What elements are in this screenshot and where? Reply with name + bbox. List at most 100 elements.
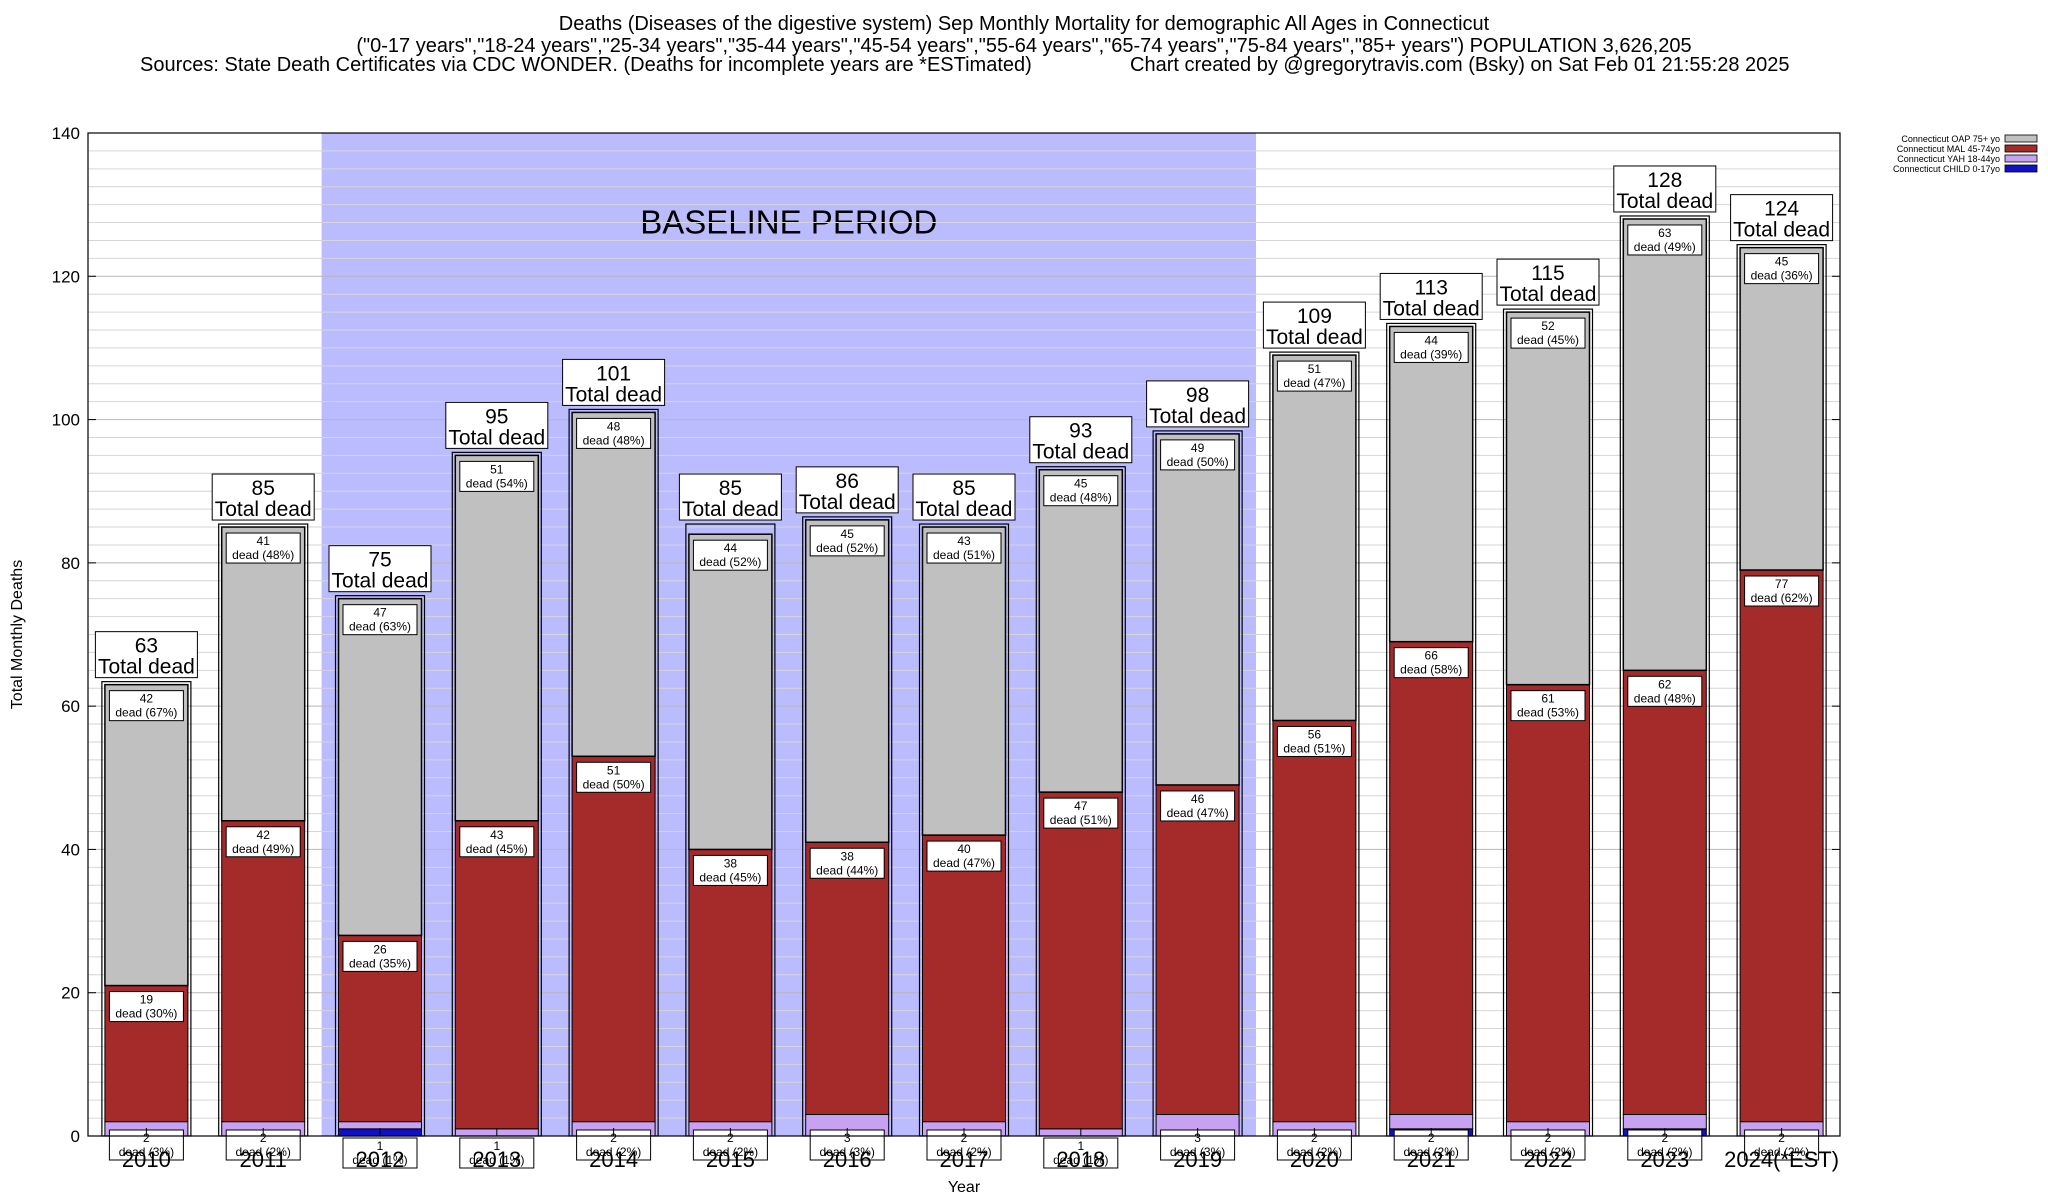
bar-segment <box>337 597 423 937</box>
yah-label-percent: dead (1%) <box>352 1153 407 1167</box>
yah-label-value: 1 <box>493 1139 500 1153</box>
oap-label-percent: dead (52%) <box>816 541 878 555</box>
bar-segment <box>921 526 1007 836</box>
yah-label-box <box>1393 1129 1469 1161</box>
yah-label-value: 2 <box>1661 1131 1668 1145</box>
oap-label-value: 44 <box>1425 333 1439 347</box>
oap-label-box <box>459 460 535 492</box>
oap-label-value: 45 <box>1074 477 1088 491</box>
yah-label-box <box>459 1137 535 1169</box>
bar-segment <box>1038 468 1124 793</box>
oap-label-value: 63 <box>1658 226 1672 240</box>
baseline-label: BASELINE PERIOD <box>640 203 937 240</box>
bar-segment <box>1505 311 1591 686</box>
legend-swatch <box>2004 164 2038 173</box>
x-tick-label: 2014 <box>589 1147 638 1172</box>
yah-label-percent: dead (2%) <box>236 1145 291 1159</box>
x-tick-label: 2015 <box>706 1147 755 1172</box>
mal-label-value: 61 <box>1541 692 1555 706</box>
total-label-box <box>211 473 315 521</box>
x-tick-label: 2021 <box>1407 1147 1456 1172</box>
mal-label-percent: dead (51%) <box>1283 741 1345 755</box>
mal-label-value: 43 <box>490 828 504 842</box>
mal-label-percent: dead (48%) <box>1634 691 1696 705</box>
oap-label-percent: dead (67%) <box>115 706 177 720</box>
x-tick-label: 2020 <box>1290 1147 1339 1172</box>
bar-segment <box>338 1121 422 1130</box>
yah-label-value: 1 <box>1077 1139 1084 1153</box>
total-label-value: 63 <box>135 635 158 658</box>
yah-label-percent: dead (3%) <box>119 1145 174 1159</box>
yah-label-percent: dead (3%) <box>1170 1145 1225 1159</box>
bar-segment <box>1389 1114 1474 1130</box>
oap-label-percent: dead (45%) <box>1517 333 1579 347</box>
total-label-value: 113 <box>1414 276 1447 299</box>
oap-label-percent: dead (48%) <box>232 548 294 562</box>
mal-label-box <box>1510 690 1586 722</box>
mal-label-value: 26 <box>373 942 387 956</box>
x-tick-label: 2018 <box>1056 1147 1105 1172</box>
total-label-box <box>678 473 782 521</box>
total-label-value: 95 <box>485 405 508 428</box>
oap-label-percent: dead (36%) <box>1751 269 1813 283</box>
mal-label-box <box>225 826 301 858</box>
oap-label-box <box>692 539 768 571</box>
mal-label-value: 56 <box>1308 727 1322 741</box>
bar-segment <box>1388 325 1474 643</box>
total-label-value: 85 <box>252 477 275 500</box>
total-label-value: 75 <box>368 549 391 572</box>
oap-label-box <box>1043 475 1119 507</box>
x-tick-label: 2017 <box>940 1147 989 1172</box>
mal-label-value: 77 <box>1775 577 1789 591</box>
yah-label-percent: dead (2%) <box>1754 1145 1809 1159</box>
bar-segment <box>1622 669 1707 1116</box>
total-label-box <box>912 473 1016 521</box>
oap-label-value: 51 <box>490 462 504 476</box>
total-label-value: 98 <box>1186 384 1209 407</box>
bar-segment <box>688 533 773 851</box>
mal-label-percent: dead (44%) <box>816 863 878 877</box>
yah-label-percent: dead (2%) <box>1404 1145 1459 1159</box>
total-label-text: Total dead <box>916 498 1013 521</box>
total-label-text: Total dead <box>565 383 662 406</box>
oap-label-box <box>1510 317 1586 349</box>
mal-label-percent: dead (50%) <box>583 777 645 791</box>
yah-label-value: 2 <box>961 1131 968 1145</box>
oap-label-box <box>1744 253 1820 285</box>
mal-label-value: 42 <box>257 828 271 842</box>
mal-label-box <box>108 991 184 1023</box>
legend-swatch <box>2004 154 2038 163</box>
oap-label-percent: dead (48%) <box>1050 491 1112 505</box>
total-label-box <box>1496 258 1600 306</box>
total-label-value: 109 <box>1297 305 1332 328</box>
oap-label-value: 41 <box>257 534 271 548</box>
bar-segment <box>104 683 189 987</box>
yah-label-value: 2 <box>1778 1131 1785 1145</box>
total-label-box <box>1146 380 1250 428</box>
total-label-box <box>1262 301 1366 349</box>
yah-label-percent: dead (1%) <box>1053 1153 1108 1167</box>
yah-label-value: 2 <box>727 1131 734 1145</box>
mal-label-value: 38 <box>724 856 738 870</box>
yah-label-percent: dead (3%) <box>820 1145 875 1159</box>
y-tick-label: 60 <box>61 697 80 716</box>
bar-segment <box>1272 719 1357 1123</box>
bar-segment <box>221 820 306 1123</box>
mal-label-value: 19 <box>140 993 154 1007</box>
oap-label-percent: dead (52%) <box>699 555 761 569</box>
total-label-value: 115 <box>1531 262 1564 285</box>
mal-label-percent: dead (47%) <box>1167 806 1229 820</box>
y-tick-label: 140 <box>52 124 80 143</box>
total-label-box <box>1613 165 1717 213</box>
bars <box>101 215 1827 1137</box>
bar-segment <box>688 848 773 1123</box>
x-tick-label: 2022 <box>1524 1147 1573 1172</box>
total-label-box <box>562 358 666 406</box>
mal-label-percent: dead (49%) <box>232 842 294 856</box>
mal-label-percent: dead (45%) <box>466 842 528 856</box>
total-label-value: 128 <box>1647 169 1682 192</box>
oap-label-value: 52 <box>1541 319 1555 333</box>
bar-segment <box>571 755 656 1123</box>
oap-label-value: 49 <box>1191 441 1205 455</box>
